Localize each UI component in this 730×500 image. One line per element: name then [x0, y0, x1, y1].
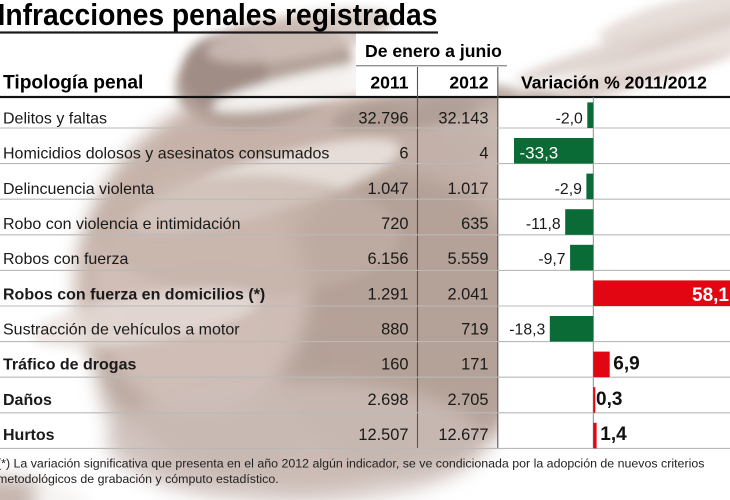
- svg-text:1.291: 1.291: [367, 285, 408, 303]
- svg-text:1.017: 1.017: [447, 180, 488, 198]
- svg-text:Homicidios dolosos y asesinato: Homicidios dolosos y asesinatos consumad…: [3, 146, 329, 163]
- svg-text:12.507: 12.507: [358, 426, 408, 444]
- svg-text:Daños: Daños: [3, 392, 52, 409]
- svg-text:6: 6: [399, 145, 408, 163]
- svg-text:-33,3: -33,3: [520, 144, 559, 163]
- svg-text:Robo con violencia e intimidac: Robo con violencia e intimidación: [3, 216, 240, 233]
- svg-text:2.041: 2.041: [447, 285, 488, 303]
- svg-text:6.156: 6.156: [367, 250, 408, 268]
- svg-text:2.705: 2.705: [447, 391, 488, 409]
- svg-text:Tráfico de drogas: Tráfico de drogas: [3, 357, 136, 374]
- svg-text:-18,3: -18,3: [509, 322, 545, 339]
- svg-text:58,1: 58,1: [692, 285, 729, 306]
- svg-text:635: 635: [461, 215, 488, 233]
- svg-text:Sustracción de vehículos a mot: Sustracción de vehículos a motor: [3, 322, 240, 339]
- svg-text:880: 880: [381, 321, 408, 339]
- svg-text:Variación % 2011/2012: Variación % 2011/2012: [521, 73, 707, 93]
- svg-text:32.796: 32.796: [358, 109, 408, 127]
- svg-text:Delincuencia violenta: Delincuencia violenta: [3, 181, 154, 198]
- svg-text:Robos con fuerza: Robos con fuerza: [3, 251, 129, 268]
- svg-text:-11,8: -11,8: [526, 216, 561, 233]
- svg-text:metodológicos de grabación y c: metodológicos de grabación y cómputo est…: [0, 472, 279, 486]
- svg-text:-2,9: -2,9: [555, 181, 582, 198]
- svg-text:719: 719: [461, 321, 488, 339]
- svg-text:6,9: 6,9: [613, 354, 639, 375]
- svg-text:Delitos y faltas: Delitos y faltas: [3, 110, 107, 127]
- svg-text:171: 171: [461, 356, 488, 374]
- svg-text:(*) La variación significativa: (*) La variación significativa que prese…: [0, 457, 704, 471]
- svg-text:4: 4: [479, 145, 488, 163]
- svg-text:160: 160: [381, 356, 408, 374]
- svg-text:5.559: 5.559: [447, 250, 488, 268]
- svg-text:12.677: 12.677: [438, 426, 488, 444]
- svg-text:0,3: 0,3: [596, 389, 622, 410]
- svg-text:Hurtos: Hurtos: [3, 427, 55, 444]
- svg-text:720: 720: [381, 215, 408, 233]
- svg-text:De enero a junio: De enero a junio: [365, 41, 502, 61]
- svg-text:32.143: 32.143: [438, 109, 488, 127]
- svg-text:2.698: 2.698: [367, 391, 408, 409]
- svg-text:Robos con fuerza en domicilios: Robos con fuerza en domicilios (*): [3, 286, 265, 303]
- svg-text:1,4: 1,4: [600, 424, 627, 445]
- svg-text:-2,0: -2,0: [556, 110, 583, 127]
- svg-text:Infracciones penales registrad: Infracciones penales registradas: [0, 0, 438, 32]
- svg-text:-9,7: -9,7: [538, 251, 565, 268]
- svg-text:2012: 2012: [449, 73, 488, 93]
- svg-text:1.047: 1.047: [367, 180, 408, 198]
- svg-text:2011: 2011: [370, 73, 408, 93]
- svg-text:Tipología penal: Tipología penal: [3, 73, 143, 94]
